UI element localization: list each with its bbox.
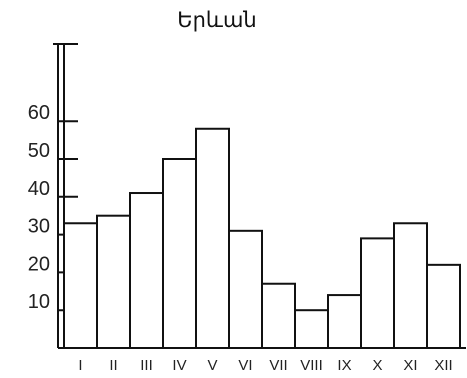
x-tick-label: III (140, 357, 153, 373)
y-tick-label: 50 (28, 140, 50, 162)
x-tick-label: IX (337, 357, 351, 373)
x-tick-label: I (78, 357, 82, 373)
bar-IV (162, 158, 197, 349)
bar-X (360, 237, 395, 350)
x-tick-label: XII (434, 357, 452, 373)
bar-III (129, 192, 164, 349)
y-tick-label: 10 (28, 291, 50, 313)
y-tick-label: 60 (28, 102, 50, 124)
x-tick-label: IV (172, 357, 186, 373)
x-tick-label: V (207, 357, 217, 373)
bar-XII (426, 263, 461, 349)
bar-VI (228, 229, 263, 350)
y-tick-label: 20 (28, 253, 50, 275)
bar-I (63, 222, 98, 349)
chart-title: Երևան (177, 9, 257, 32)
x-tick-label: XI (403, 357, 417, 373)
bar-IX (327, 294, 362, 349)
bar-V (195, 127, 230, 349)
bars (63, 127, 461, 350)
bar-VII (261, 282, 296, 349)
y-tick-label: 30 (28, 216, 50, 238)
x-axis-labels: I II III IV V VI VII VIII IX X XI XII (78, 357, 452, 374)
x-tick-label: VI (238, 357, 252, 373)
bar-VIII (294, 309, 329, 350)
x-tick-label: II (109, 357, 117, 373)
x-tick-label: X (372, 357, 382, 373)
y-tick-label: 40 (28, 178, 50, 200)
x-tick-label: VII (269, 357, 287, 373)
bar-XI (393, 222, 428, 349)
bar-II (96, 214, 131, 349)
y-axis-ticks: 10 20 30 40 50 60 (28, 102, 78, 313)
x-tick-label: VIII (300, 357, 323, 373)
